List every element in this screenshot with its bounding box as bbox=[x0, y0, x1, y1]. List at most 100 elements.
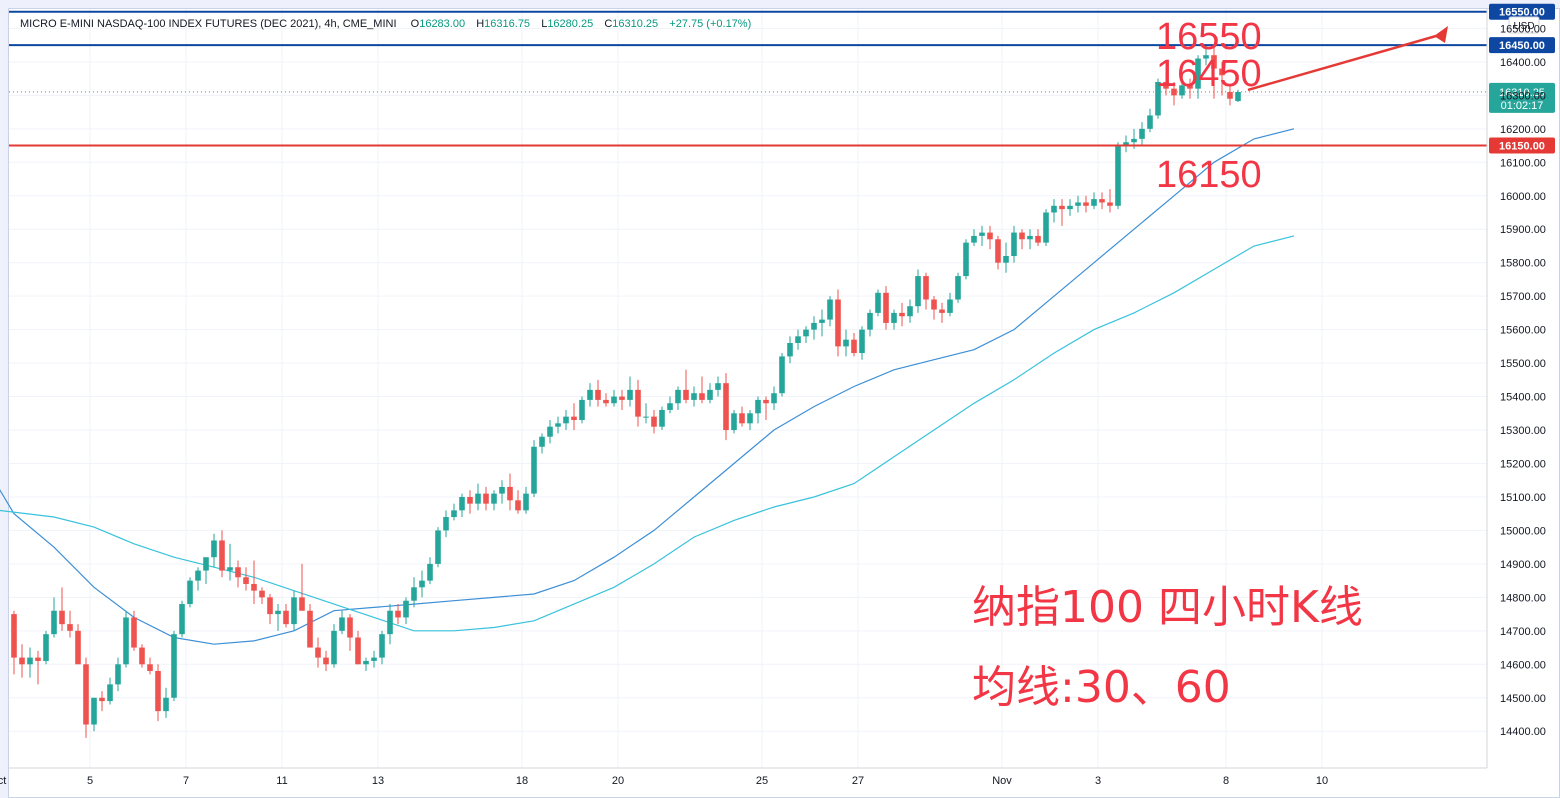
candle bbox=[395, 604, 401, 625]
change-value: +27.75 (+0.17%) bbox=[669, 18, 752, 30]
candle bbox=[651, 409, 657, 434]
candle-body bbox=[923, 276, 929, 300]
candle bbox=[819, 309, 825, 337]
candle-body bbox=[1155, 81, 1161, 116]
candle-body bbox=[139, 647, 145, 665]
candle-body bbox=[123, 617, 129, 665]
candle bbox=[75, 624, 81, 665]
price-tick-label: 15700.00 bbox=[1500, 291, 1546, 303]
candle-body bbox=[1011, 232, 1017, 256]
candle-body bbox=[707, 389, 713, 400]
candle-body bbox=[507, 486, 513, 501]
candle-body bbox=[827, 299, 833, 320]
candle-body bbox=[291, 597, 297, 625]
candle-body bbox=[435, 530, 441, 564]
candle bbox=[603, 393, 609, 407]
candle-body bbox=[755, 399, 761, 414]
candle bbox=[979, 225, 985, 246]
candle bbox=[859, 326, 865, 360]
time-tick-label: ct bbox=[0, 775, 6, 787]
candle-body bbox=[899, 312, 905, 317]
candle-body bbox=[243, 577, 249, 584]
candle bbox=[1035, 229, 1041, 246]
candle-body bbox=[1139, 128, 1145, 139]
candle bbox=[579, 396, 585, 424]
level-tag-label: 16150.00 bbox=[1499, 141, 1545, 153]
candle-body bbox=[1211, 55, 1217, 69]
level-tag bbox=[1489, 137, 1555, 154]
candle-body bbox=[1179, 85, 1185, 96]
candle bbox=[763, 396, 769, 420]
candle-body bbox=[723, 383, 729, 431]
candle-body bbox=[819, 319, 825, 323]
candle-body bbox=[939, 309, 945, 313]
candle bbox=[939, 302, 945, 323]
symbol-legend: MICRO E-MINI NASDAQ-100 INDEX FUTURES (D… bbox=[20, 18, 751, 30]
candle bbox=[571, 403, 577, 431]
annotation-16450: 16450 bbox=[1156, 53, 1262, 95]
candle bbox=[459, 493, 465, 518]
candle-body bbox=[99, 697, 105, 702]
price-tick-label: 16300.00 bbox=[1500, 90, 1546, 102]
symbol-name: MICRO E-MINI NASDAQ-100 INDEX FUTURES (D… bbox=[20, 18, 397, 30]
candle bbox=[1107, 189, 1113, 213]
candle bbox=[947, 292, 953, 317]
candle-body bbox=[1219, 68, 1225, 76]
annotation-16150: 16150 bbox=[1156, 154, 1262, 196]
candle bbox=[1179, 78, 1185, 99]
candle-body bbox=[227, 567, 233, 571]
candle bbox=[339, 610, 345, 635]
candle-body bbox=[459, 496, 465, 511]
price-tick-label: 14700.00 bbox=[1500, 626, 1546, 638]
candle bbox=[467, 490, 473, 514]
candle bbox=[963, 239, 969, 280]
candle-body bbox=[467, 496, 473, 504]
candle bbox=[1011, 225, 1017, 263]
time-tick-label: 11 bbox=[276, 775, 287, 787]
candle-body bbox=[907, 306, 913, 317]
candle-body bbox=[739, 413, 745, 424]
currency-label: USD bbox=[1513, 21, 1534, 32]
candle-body bbox=[579, 399, 585, 420]
candle-body bbox=[1051, 205, 1057, 213]
candle-body bbox=[67, 624, 73, 631]
candle-body bbox=[27, 657, 33, 665]
candle bbox=[131, 610, 137, 651]
candle-body bbox=[427, 563, 433, 581]
price-tick-label: 14600.00 bbox=[1500, 659, 1546, 671]
candle bbox=[371, 650, 377, 668]
candle bbox=[499, 480, 505, 504]
candle-body bbox=[171, 634, 177, 698]
arrow-shaft bbox=[1247, 32, 1444, 92]
candle-body bbox=[115, 664, 121, 685]
candle-body bbox=[403, 600, 409, 618]
candle bbox=[411, 577, 417, 608]
candle-body bbox=[35, 657, 41, 661]
candle-body bbox=[595, 389, 601, 400]
candle bbox=[667, 396, 673, 414]
candle-body bbox=[1043, 212, 1049, 243]
candle bbox=[1187, 78, 1193, 99]
candle bbox=[203, 557, 209, 584]
currency-box bbox=[1508, 16, 1540, 34]
candle-body bbox=[963, 242, 969, 277]
price-tick-label: 15000.00 bbox=[1500, 525, 1546, 537]
candle bbox=[315, 637, 321, 668]
candle-body bbox=[203, 557, 209, 571]
candle bbox=[259, 587, 265, 605]
candle bbox=[547, 419, 553, 444]
candle bbox=[1043, 209, 1049, 246]
candle-body bbox=[1067, 205, 1073, 210]
candle-body bbox=[323, 657, 329, 665]
candle-body bbox=[803, 329, 809, 337]
candle bbox=[995, 235, 1001, 270]
price-tick-label: 15500.00 bbox=[1500, 358, 1546, 370]
candle bbox=[555, 416, 561, 434]
candle bbox=[1075, 195, 1081, 213]
candle-body bbox=[635, 389, 641, 417]
candle bbox=[723, 373, 729, 441]
candle-body bbox=[259, 590, 265, 598]
candle bbox=[1123, 135, 1129, 153]
candle-body bbox=[19, 657, 25, 665]
